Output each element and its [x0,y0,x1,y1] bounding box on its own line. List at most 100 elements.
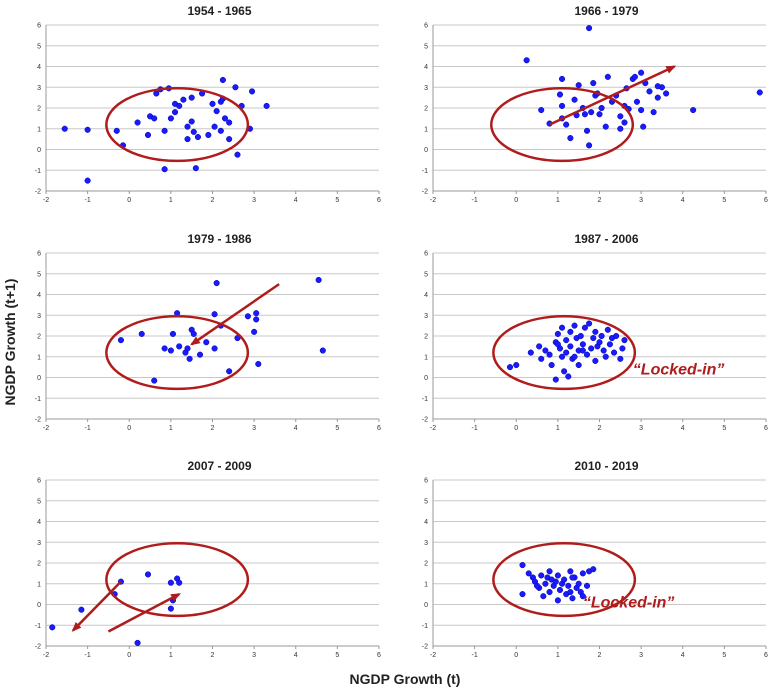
data-point [167,579,174,586]
x-tick-label: 4 [681,652,685,659]
data-point [513,362,520,369]
data-point [621,119,628,126]
data-point [552,376,559,383]
data-point [176,102,183,109]
panel-title: 2010 - 2019 [574,459,638,473]
x-tick-label: -1 [85,425,91,432]
y-tick-label: 1 [424,354,428,361]
y-tick-label: -1 [35,168,41,175]
data-point [234,151,241,158]
data-point [583,582,591,589]
data-point [211,345,218,352]
x-tick-label: 6 [764,197,768,204]
data-point [196,351,204,358]
x-tick-label: -2 [43,197,49,204]
y-tick-label: -2 [422,644,428,651]
y-tick-label: 5 [424,43,428,50]
y-tick-label: 1 [37,581,41,588]
data-point [244,313,251,320]
data-point [188,94,195,101]
y-tick-label: 2 [424,334,428,341]
x-tick-label: 2 [211,197,215,204]
data-point [176,579,183,586]
y-tick-label: 3 [424,540,428,547]
y-tick-label: -2 [35,644,41,651]
y-tick-label: -1 [35,623,41,630]
data-point [161,127,168,134]
data-point [211,311,218,318]
highlight-ellipse [105,87,250,163]
x-tick-label: 1 [556,425,560,432]
data-point [598,104,605,112]
data-point [602,353,609,360]
y-tick-label: 4 [424,64,428,71]
data-point [151,115,158,122]
data-point [602,123,609,130]
y-tick-label: 4 [37,64,41,71]
y-tick-label: 0 [37,602,41,609]
data-point [217,127,224,134]
data-point [640,123,647,130]
x-tick-label: -2 [430,425,436,432]
data-point [61,125,68,132]
data-point [251,328,258,335]
y-tick-label: 3 [37,313,41,320]
y-tick-label: 5 [424,271,428,278]
x-tick-label: 1 [169,425,173,432]
data-point [213,280,220,287]
x-tick-label: 3 [639,425,643,432]
x-tick-label: 1 [169,197,173,204]
data-point [527,349,534,356]
locked-in-label: “Locked-in” [633,361,725,378]
y-tick-label: 2 [37,106,41,113]
data-point [592,357,599,364]
x-tick-label: -1 [472,652,478,659]
data-point [226,368,233,375]
data-point [221,115,229,122]
x-tick-label: 5 [335,425,339,432]
y-tick-label: 1 [37,354,41,361]
data-point [619,345,626,352]
x-tick-label: 0 [514,652,518,659]
y-tick-label: 5 [37,271,41,278]
data-point [226,119,233,126]
y-tick-label: -2 [35,189,41,196]
data-point [186,355,193,362]
data-point [219,76,226,84]
data-point [579,347,586,354]
data-point [617,113,624,120]
data-point [581,111,588,118]
data-point [586,142,593,149]
x-tick-label: 5 [335,197,339,204]
data-point [234,335,241,342]
x-tick-label: 4 [681,425,685,432]
data-point [542,580,549,587]
data-point [211,123,218,130]
data-point [190,330,197,337]
data-point [113,127,120,134]
y-tick-label: 2 [424,106,428,113]
y-tick-label: 6 [424,23,428,30]
data-point [598,332,605,340]
data-point [134,119,141,126]
data-point [232,84,239,91]
y-tick-label: 0 [37,147,41,154]
highlight-ellipse [105,542,250,618]
y-tick-label: 0 [37,375,41,382]
data-point [617,125,624,132]
x-tick-label: -2 [43,652,49,659]
data-point [554,330,561,337]
data-point [117,337,124,344]
data-point [161,345,168,352]
data-point [151,377,158,384]
data-point [184,123,191,130]
y-tick-label: 5 [37,43,41,50]
data-point [654,83,661,90]
x-tick-label: 1 [556,197,560,204]
y-tick-label: 3 [37,85,41,92]
data-point [319,347,326,354]
data-point [558,324,566,331]
panel-5: 2007 - 2009 -2 -1 0 1 2 3 4 5 6 -2 -1 0 1 2 3 4 5 6 [35,459,381,659]
data-point [571,353,578,360]
data-point [590,566,597,573]
